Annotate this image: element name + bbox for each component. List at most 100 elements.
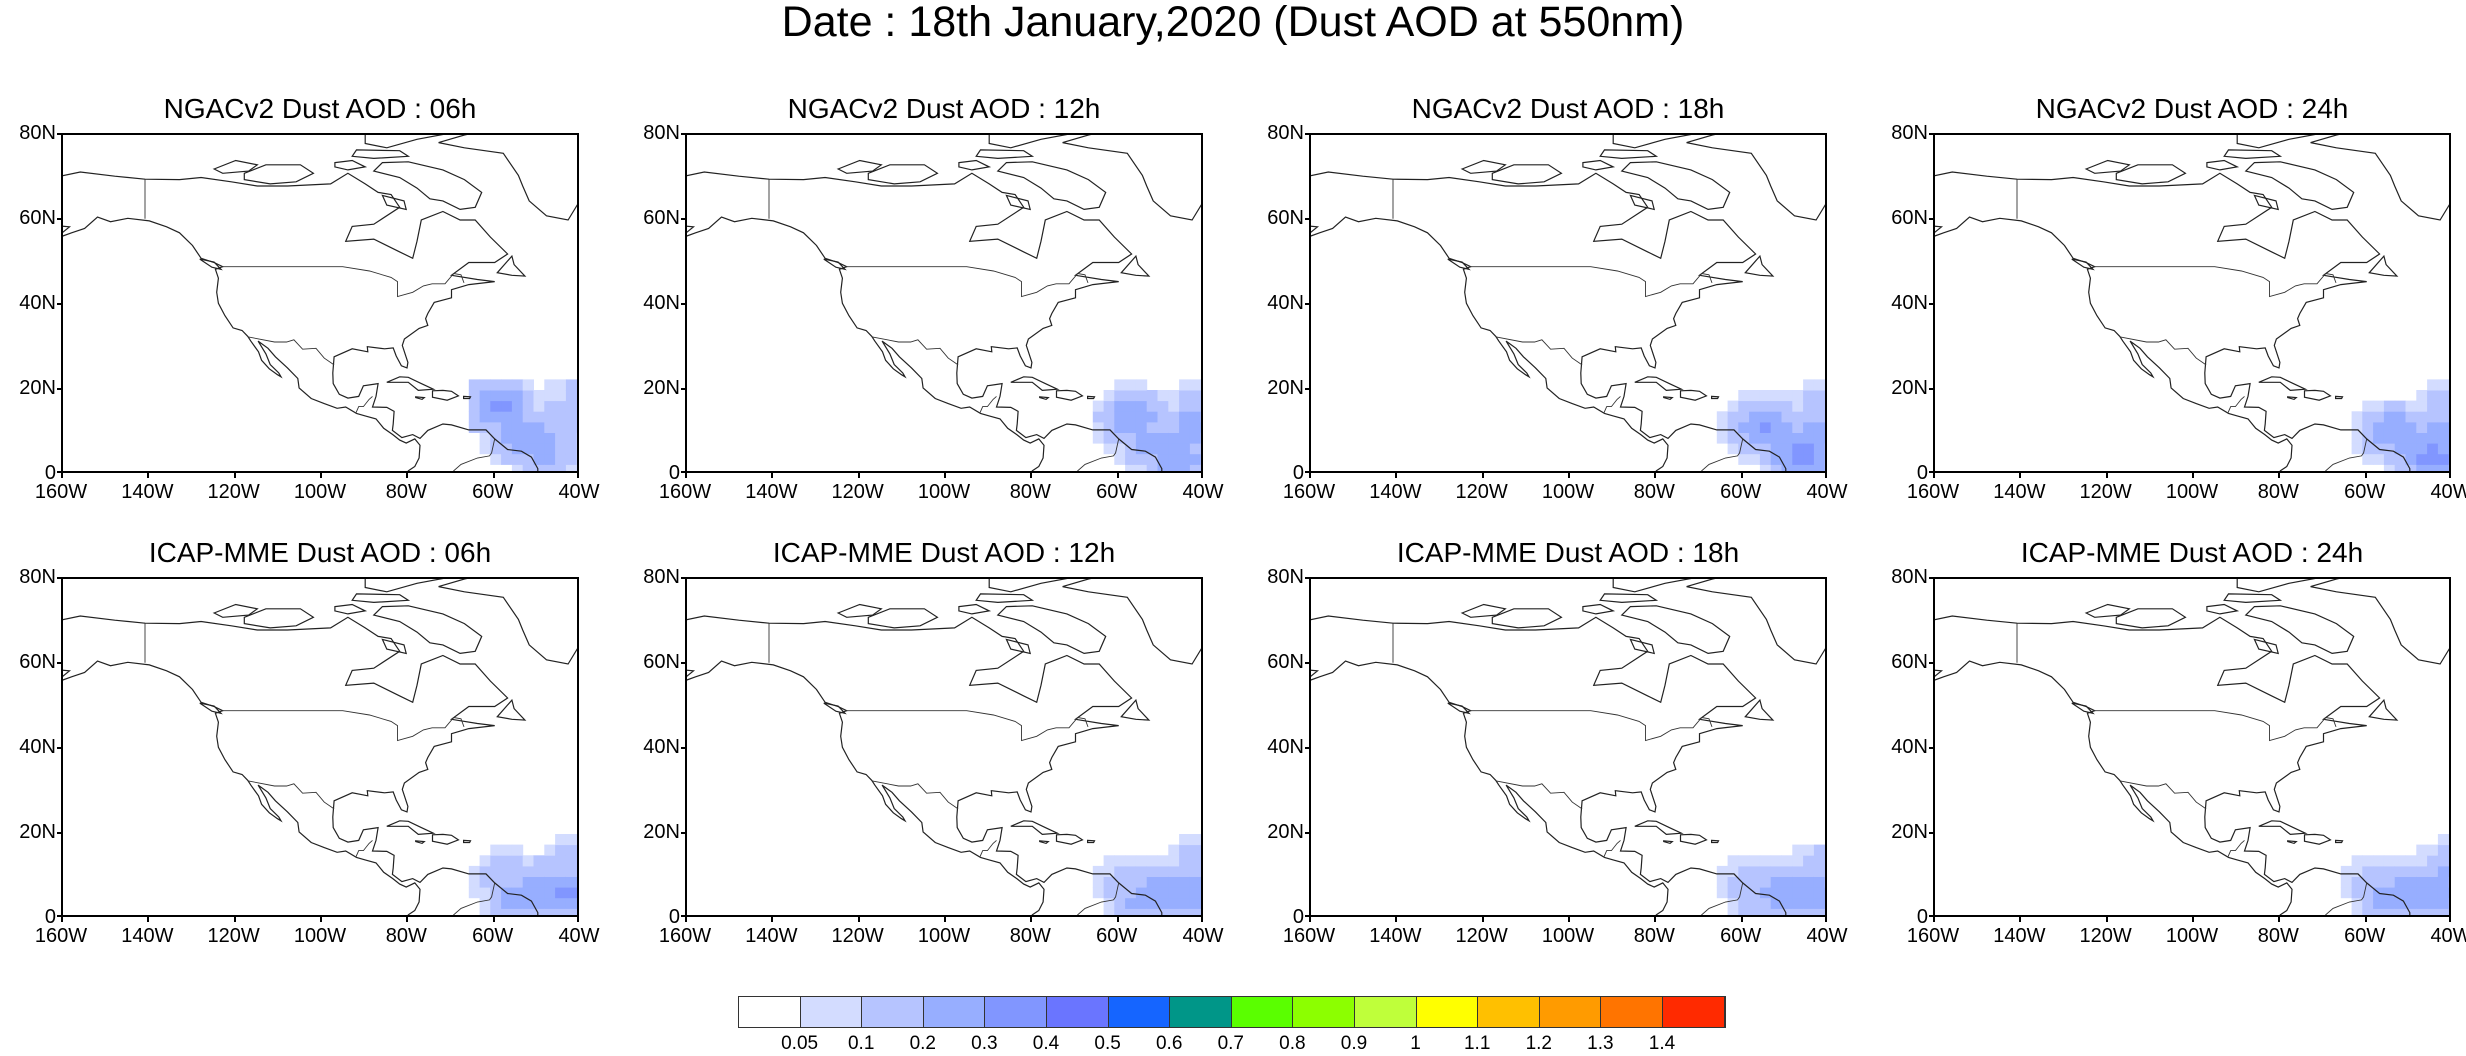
lat-tick-label: 60N xyxy=(19,651,56,673)
colorbar-swatch xyxy=(1416,997,1479,1027)
dust-cell xyxy=(555,443,567,455)
dust-cell xyxy=(468,411,481,423)
coastline xyxy=(1039,396,1050,401)
dust-cell xyxy=(1103,432,1115,444)
dust-cell xyxy=(511,865,524,877)
dust-cell xyxy=(1146,421,1158,433)
dust-cell xyxy=(544,453,556,465)
dust-cell xyxy=(1114,453,1126,465)
dust-cell xyxy=(1125,432,1137,444)
lon-tick-label: 120W xyxy=(2079,481,2132,503)
dust-cell xyxy=(479,855,491,867)
dust-cell xyxy=(1738,887,1750,899)
dust-cell xyxy=(1168,400,1180,412)
lat-tick-label: 80N xyxy=(1891,122,1928,144)
country-border xyxy=(355,840,373,858)
colorbar-swatch xyxy=(1293,997,1355,1027)
coastline xyxy=(1663,396,1674,401)
dust-cell xyxy=(565,844,577,856)
dust-cell xyxy=(2373,453,2385,465)
dust-cell xyxy=(533,876,545,888)
dust-cell xyxy=(2448,400,2449,412)
dust-cell xyxy=(1157,390,1169,402)
lon-tick xyxy=(2449,472,2451,478)
dust-cell xyxy=(576,453,577,465)
lon-tick-label: 80W xyxy=(1633,925,1675,947)
dust-cell xyxy=(490,411,502,423)
dust-cell xyxy=(522,453,534,465)
coastline xyxy=(867,164,939,185)
dust-cell xyxy=(2383,855,2396,867)
dust-cell xyxy=(1135,379,1148,391)
panel-title: ICAP-MME Dust AOD : 12h xyxy=(772,537,1116,568)
dust-cell xyxy=(1792,443,1804,455)
lat-tick-label: 20N xyxy=(19,377,56,399)
dust-cell xyxy=(1759,876,1772,888)
dust-cell xyxy=(2427,844,2439,856)
dust-cell xyxy=(576,908,577,915)
country-border xyxy=(1469,710,1713,742)
dust-cell xyxy=(1759,443,1772,455)
dust-cell xyxy=(2437,887,2449,899)
lon-tick xyxy=(771,472,774,478)
dust-cell xyxy=(2394,865,2406,877)
coastline xyxy=(2236,579,2316,593)
dust-cell xyxy=(468,400,481,412)
dust-cell xyxy=(1189,453,1201,465)
dust-cell xyxy=(555,897,567,909)
dust-cell xyxy=(468,876,481,888)
dust-cell xyxy=(1813,865,1825,877)
dust-cell xyxy=(2383,400,2396,412)
dust-cell xyxy=(522,390,534,402)
lon-tick-label: 60W xyxy=(2344,481,2386,503)
lat-tick-label: 40N xyxy=(1891,292,1928,314)
dust-cell xyxy=(533,400,545,412)
dust-cell xyxy=(565,855,577,867)
lat-tick xyxy=(57,471,63,473)
dust-cell xyxy=(522,887,534,899)
dust-cell xyxy=(479,908,491,915)
lat-tick-label: 80N xyxy=(643,122,680,144)
coastline xyxy=(1582,159,1616,171)
dust-cell xyxy=(522,443,534,455)
dust-cell xyxy=(1759,411,1772,423)
lat-tick-label: 40N xyxy=(1891,736,1928,758)
dust-cell xyxy=(479,897,491,909)
dust-cell xyxy=(2383,908,2396,915)
lat-tick xyxy=(1305,662,1311,664)
country-border xyxy=(1496,336,1583,366)
lat-tick-label: 20N xyxy=(1267,377,1304,399)
dust-cell xyxy=(1770,453,1782,465)
lon-tick-label: 120W xyxy=(1455,481,1508,503)
dust-cell xyxy=(1114,379,1126,391)
dust-cell xyxy=(1189,834,1201,846)
dust-cell xyxy=(1738,876,1750,888)
dust-cell xyxy=(1759,887,1772,899)
dust-cell xyxy=(490,887,502,899)
dust-cell xyxy=(2394,887,2406,899)
dust-cell xyxy=(1792,865,1804,877)
coastline xyxy=(2253,638,2280,655)
coastline xyxy=(2071,702,2095,715)
dust-cell xyxy=(522,432,534,444)
dust-cell xyxy=(1135,464,1148,471)
lat-tick xyxy=(1929,747,1935,749)
dust-cell xyxy=(1781,887,1793,899)
colorbar-label: 0.7 xyxy=(1217,1033,1244,1054)
dust-cell xyxy=(544,400,556,412)
dust-cell xyxy=(1135,453,1148,465)
dust-cell xyxy=(1727,421,1739,433)
dust-cell xyxy=(1092,400,1105,412)
lon-tick xyxy=(1309,472,1311,478)
dust-cell xyxy=(522,400,534,412)
dust-cell xyxy=(1738,897,1750,909)
dust-cell xyxy=(1738,453,1750,465)
dust-cell xyxy=(2448,887,2449,899)
dust-cell xyxy=(2437,464,2449,471)
dust-cell xyxy=(2448,464,2449,471)
dust-cell xyxy=(2394,443,2406,455)
dust-cell xyxy=(1803,400,1815,412)
dust-cell xyxy=(2394,421,2406,433)
dust-cell xyxy=(565,834,577,846)
dust-cell xyxy=(1824,464,1825,471)
